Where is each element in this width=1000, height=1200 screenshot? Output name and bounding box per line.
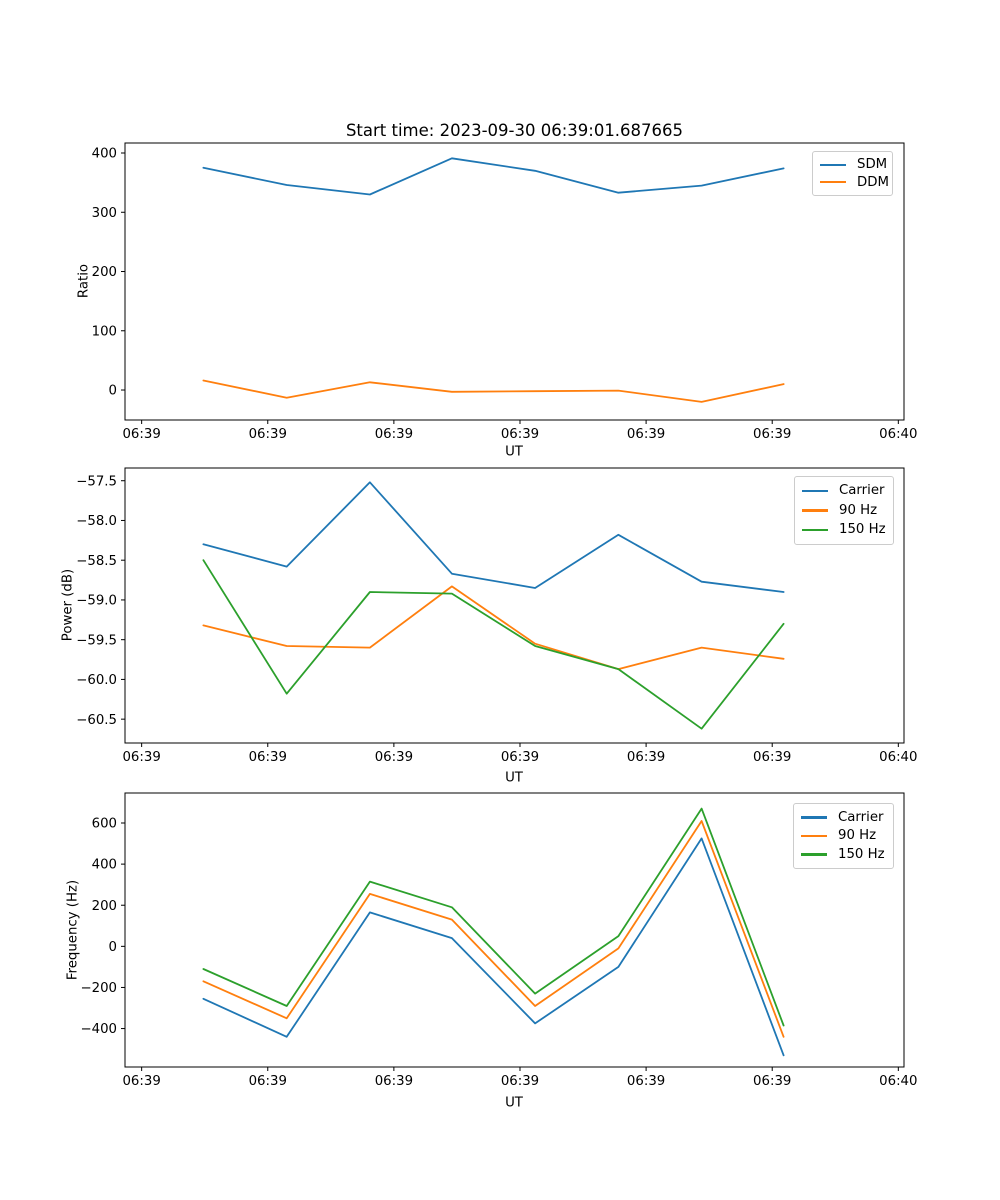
- legend-ratio: SDM DDM: [812, 151, 893, 196]
- x-tick-label: 06:39: [249, 427, 287, 442]
- y-tick-label: 200: [92, 899, 117, 914]
- y-tick-label: 600: [92, 817, 117, 832]
- x-tick-label: 06:39: [501, 427, 539, 442]
- y-tick-label: −59.0: [76, 594, 117, 609]
- axes-box: [124, 467, 905, 744]
- series-line-carrier: [202, 837, 785, 1057]
- legend-power: Carrier 90 Hz 150 Hz: [794, 476, 894, 545]
- legend-item: DDM: [820, 174, 889, 192]
- x-tick-label: 06:39: [375, 427, 413, 442]
- legend-line-swatch: [820, 163, 846, 166]
- y-tick-label: −60.0: [76, 673, 117, 688]
- legend-line-swatch: [802, 489, 828, 493]
- series-line-150-hz: [202, 807, 785, 1027]
- legend-frequency: Carrier 90 Hz 150 Hz: [793, 803, 894, 869]
- series-line-ddm: [202, 379, 785, 403]
- legend-line-swatch: [820, 181, 846, 184]
- y-tick-label: 0: [109, 940, 117, 955]
- legend-item-label: Carrier: [839, 483, 885, 499]
- series-line-sdm: [202, 157, 785, 196]
- x-axis-label-ut-middle: UT: [505, 770, 523, 786]
- series-line-90-hz: [202, 820, 785, 1038]
- legend-item-label: 90 Hz: [838, 828, 877, 844]
- legend-line-swatch: [801, 834, 827, 838]
- y-tick-label: 200: [92, 265, 117, 280]
- legend-item: Carrier: [802, 481, 887, 500]
- x-tick-label: 06:39: [627, 750, 665, 765]
- y-tick-label: 400: [92, 147, 117, 162]
- x-tick-label: 06:39: [501, 1074, 539, 1089]
- x-axis-label-ut-bottom: UT: [505, 1095, 523, 1111]
- y-tick-label: −58.5: [76, 554, 117, 569]
- y-tick-label: −200: [80, 981, 117, 996]
- legend-line-swatch: [802, 509, 828, 512]
- legend-item: 90 Hz: [802, 501, 887, 520]
- y-tick-label: −400: [80, 1022, 117, 1037]
- series-line-carrier: [202, 481, 785, 593]
- y-tick-label: 0: [109, 384, 117, 399]
- x-tick-label: 06:39: [753, 427, 791, 442]
- x-tick-label: 06:40: [879, 1074, 917, 1089]
- y-tick-label: 300: [92, 206, 117, 221]
- legend-line-swatch: [802, 528, 828, 532]
- legend-item: 90 Hz: [801, 827, 887, 846]
- x-tick-label: 06:39: [122, 427, 160, 442]
- legend-item: 150 Hz: [801, 845, 887, 864]
- x-tick-label: 06:39: [375, 750, 413, 765]
- legend-item: 150 Hz: [802, 520, 887, 539]
- x-tick-label: 06:39: [501, 750, 539, 765]
- x-tick-label: 06:39: [375, 1074, 413, 1089]
- x-tick-label: 06:39: [249, 750, 287, 765]
- legend-item-label: 150 Hz: [838, 847, 885, 863]
- legend-item-label: 150 Hz: [839, 522, 886, 538]
- series-line-90-hz: [202, 585, 785, 670]
- legend-line-swatch: [801, 853, 827, 856]
- x-axis-label-ut-top: UT: [505, 444, 523, 460]
- legend-item: Carrier: [801, 808, 887, 827]
- legend-item: SDM: [820, 156, 888, 174]
- x-tick-label: 06:39: [753, 750, 791, 765]
- x-tick-label: 06:40: [879, 427, 917, 442]
- y-tick-label: −59.5: [76, 633, 117, 648]
- x-tick-label: 06:39: [627, 427, 665, 442]
- x-tick-label: 06:39: [627, 1074, 665, 1089]
- axes-box: [124, 792, 905, 1068]
- x-tick-label: 06:40: [879, 750, 917, 765]
- x-tick-label: 06:39: [753, 1074, 791, 1089]
- legend-item-label: DDM: [857, 174, 889, 190]
- figure-title: Start time: 2023-09-30 06:39:01.687665: [345, 121, 684, 140]
- series-line-150-hz: [202, 559, 785, 730]
- axes-box: [124, 142, 905, 421]
- x-tick-label: 06:39: [122, 750, 160, 765]
- legend-line-swatch: [801, 816, 827, 819]
- y-tick-label: −58.0: [76, 514, 117, 529]
- x-tick-label: 06:39: [122, 1074, 160, 1089]
- y-tick-label: −60.5: [76, 713, 117, 728]
- y-tick-label: −57.5: [76, 474, 117, 489]
- legend-item-label: 90 Hz: [839, 502, 878, 518]
- legend-item-label: SDM: [857, 157, 888, 173]
- x-tick-label: 06:39: [249, 1074, 287, 1089]
- y-tick-label: 100: [92, 324, 117, 339]
- legend-item-label: Carrier: [838, 809, 884, 825]
- y-tick-label: 400: [92, 858, 117, 873]
